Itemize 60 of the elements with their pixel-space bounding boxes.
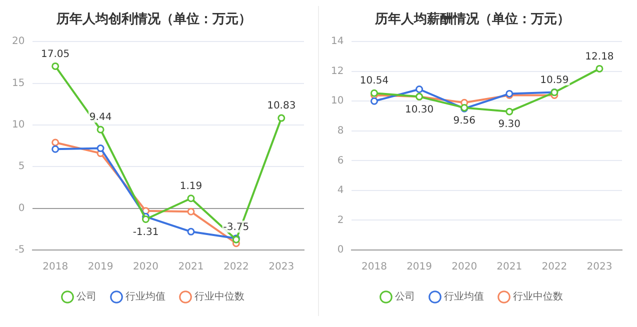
point: [187, 194, 195, 202]
point: [370, 97, 378, 105]
x-tick-label: 2018: [42, 262, 68, 273]
y-tick-label: 14: [330, 36, 344, 48]
x-tick-label: 2022: [542, 262, 568, 273]
x-tick-label: 2022: [223, 262, 249, 273]
data-label: 12.18: [585, 51, 614, 62]
y-tick-label: 0: [337, 244, 344, 256]
point: [52, 138, 60, 146]
data-label: 10.59: [540, 74, 569, 86]
x-tick-label: 2019: [88, 262, 114, 273]
legend-label: 公司: [395, 290, 415, 303]
x-tick-label: 2019: [406, 262, 432, 273]
chart-title: 历年人均创利情况（单位：万元）: [56, 11, 252, 28]
legend-label: 公司: [76, 290, 96, 303]
legend-label: 行业均值: [444, 290, 484, 303]
y-tick-label: 8: [337, 126, 344, 137]
x-tick-label: 2023: [586, 262, 612, 273]
chart-title: 历年人均薪酬情况（单位：万元）: [374, 11, 570, 28]
y-tick-label: 5: [18, 161, 25, 172]
point: [52, 62, 60, 70]
data-label: 9.30: [498, 119, 521, 130]
data-label: 9.44: [89, 112, 112, 124]
y-tick-label: 0: [18, 202, 25, 214]
y-tick-label: -5: [14, 244, 25, 256]
point: [187, 228, 195, 236]
data-label: -1.31: [132, 226, 159, 238]
x-tick-label: 2020: [133, 262, 158, 273]
y-tick-label: 20: [12, 36, 25, 48]
data-label: 17.05: [41, 48, 70, 60]
y-tick-label: 2: [337, 214, 344, 226]
point: [187, 208, 195, 216]
y-tick-label: 6: [337, 155, 344, 166]
point: [596, 64, 604, 72]
data-label: -3.75: [223, 222, 250, 234]
data-label: 9.56: [453, 115, 476, 126]
x-tick-label: 2018: [362, 262, 387, 273]
x-tick-label: 2023: [268, 262, 294, 273]
legend-label: 行业中位数: [513, 290, 563, 303]
y-tick-label: 10: [330, 96, 344, 107]
point: [278, 114, 286, 122]
data-label: 10.83: [267, 100, 296, 112]
y-tick-label: 12: [330, 66, 344, 77]
legend-label: 行业均值: [126, 290, 166, 303]
y-tick-label: 15: [12, 78, 25, 89]
y-tick-label: 4: [337, 185, 344, 196]
legend-label: 行业中位数: [194, 290, 244, 303]
data-label: 1.19: [180, 180, 202, 192]
data-label: 10.54: [360, 76, 389, 87]
point: [52, 145, 60, 153]
point: [416, 85, 424, 93]
point: [96, 144, 104, 152]
data-label: 10.30: [404, 104, 434, 116]
x-tick-label: 2020: [452, 262, 478, 273]
x-tick-label: 2021: [496, 262, 522, 273]
point: [506, 108, 514, 116]
x-tick-label: 2021: [178, 262, 204, 273]
y-tick-label: 10: [12, 120, 25, 131]
point: [96, 126, 104, 134]
point: [142, 215, 150, 223]
